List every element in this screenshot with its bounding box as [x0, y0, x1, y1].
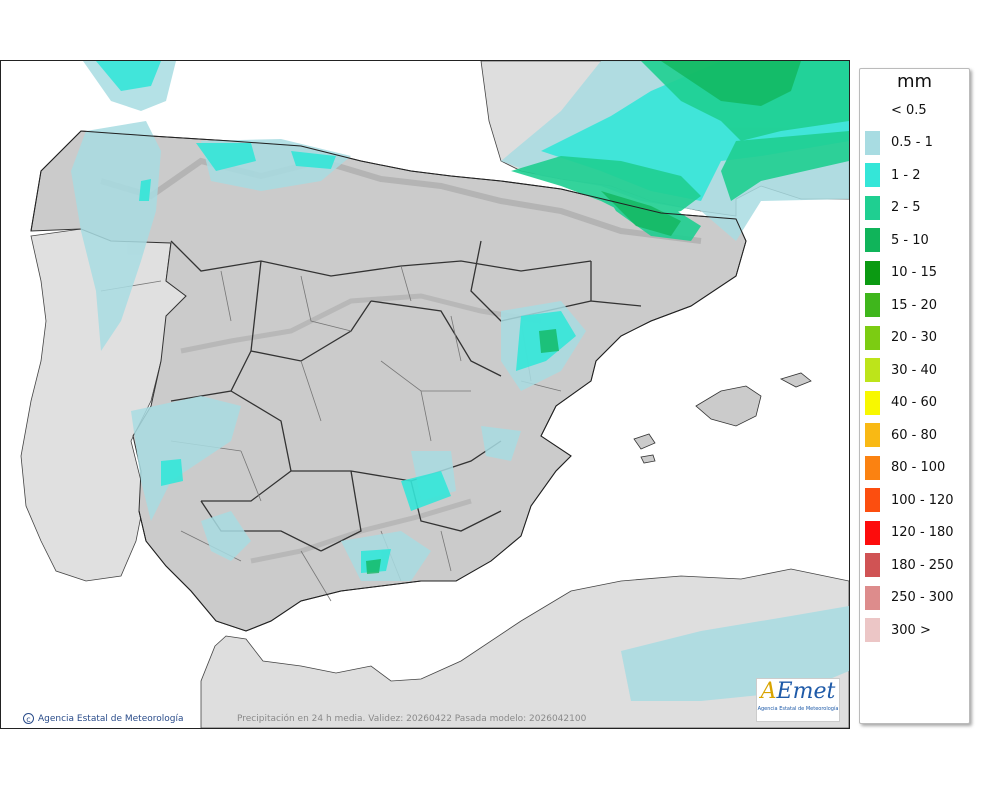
copyright-icon: c [23, 713, 34, 724]
legend-item: < 0.5 [865, 98, 927, 122]
legend-item: 60 - 80 [865, 423, 937, 447]
legend-swatch [865, 358, 880, 382]
legend-swatch [865, 520, 880, 545]
legend-item: 1 - 2 [865, 163, 921, 187]
legend-swatch [865, 455, 880, 480]
legend-swatch [865, 325, 880, 350]
legend-label: 40 - 60 [891, 395, 938, 410]
legend-item: 0.5 - 1 [865, 130, 933, 155]
legend-swatch [865, 553, 880, 577]
legend-label: 1 - 2 [891, 167, 921, 183]
legend-unit: mm [896, 71, 933, 92]
map-caption: Precipitación en 24 h media. Validez: 20… [237, 714, 587, 724]
legend-label: 20 - 30 [891, 330, 938, 345]
legend-swatch [865, 130, 880, 155]
precipitation-map [20, 61, 849, 728]
precip-5-10 [366, 61, 801, 574]
island-ibiza [633, 433, 656, 450]
legend-label: 180 - 250 [891, 557, 954, 573]
legend-swatch [865, 585, 880, 610]
legend-label: 5 - 10 [891, 232, 929, 248]
precipitation-legend: mm < 0.5 0.5 - 1 1 - 2 2 - 5 5 - 10 10 - 15 15… [859, 68, 970, 724]
legend-label: 15 - 20 [891, 297, 938, 313]
legend-label: 250 - 300 [891, 590, 954, 605]
legend-item: 5 - 10 [865, 228, 929, 252]
copyright-text: Agencia Estatal de Meteorología [38, 713, 184, 724]
legend-item: 250 - 300 [865, 585, 954, 610]
island-menorca [779, 372, 812, 388]
aemet-logo-subtitle: Agencia Estatal de Meteorología [757, 706, 839, 712]
legend-label: 2 - 5 [891, 200, 921, 215]
legend-swatch [865, 390, 880, 415]
island-mallorca [695, 385, 762, 427]
legend-swatch [865, 293, 880, 317]
legend-label: 300 > [891, 622, 931, 638]
legend-swatch [865, 260, 880, 285]
legend-label: 60 - 80 [891, 427, 938, 443]
legend-item: 15 - 20 [865, 293, 937, 317]
legend-item: 180 - 250 [865, 553, 954, 577]
legend-label: 100 - 120 [891, 492, 954, 508]
legend-swatch [865, 423, 880, 447]
aemet-logo: AEmet Agencia Estatal de Meteorología [756, 678, 840, 722]
map-panel: c Agencia Estatal de Meteorología Precip… [0, 60, 850, 729]
legend-label: < 0.5 [891, 102, 927, 118]
legend-swatch [865, 98, 880, 122]
legend-item: 30 - 40 [865, 358, 937, 382]
legend-item: 2 - 5 [865, 195, 921, 220]
legend-label: 30 - 40 [891, 362, 938, 378]
legend-item: 40 - 60 [865, 390, 938, 415]
legend-swatch [865, 618, 880, 642]
legend-item: 100 - 120 [865, 488, 954, 512]
legend-item: 80 - 100 [865, 455, 946, 480]
legend-label: 10 - 15 [891, 265, 938, 280]
legend-label: 0.5 - 1 [891, 135, 933, 150]
legend-item: 20 - 30 [865, 325, 938, 350]
legend-label: 80 - 100 [891, 460, 946, 475]
legend-item: 10 - 15 [865, 260, 938, 285]
island-formentera [640, 454, 656, 464]
legend-item: 300 > [865, 618, 931, 642]
aemet-logo-mark: AEmet [760, 679, 836, 704]
copyright-notice: c Agencia Estatal de Meteorología [23, 713, 184, 724]
legend-item: 120 - 180 [865, 520, 954, 545]
legend-swatch [865, 228, 880, 252]
legend-swatch [865, 195, 880, 220]
legend-label: 120 - 180 [891, 525, 954, 540]
legend-swatch [865, 488, 880, 512]
legend-swatch [865, 163, 880, 187]
